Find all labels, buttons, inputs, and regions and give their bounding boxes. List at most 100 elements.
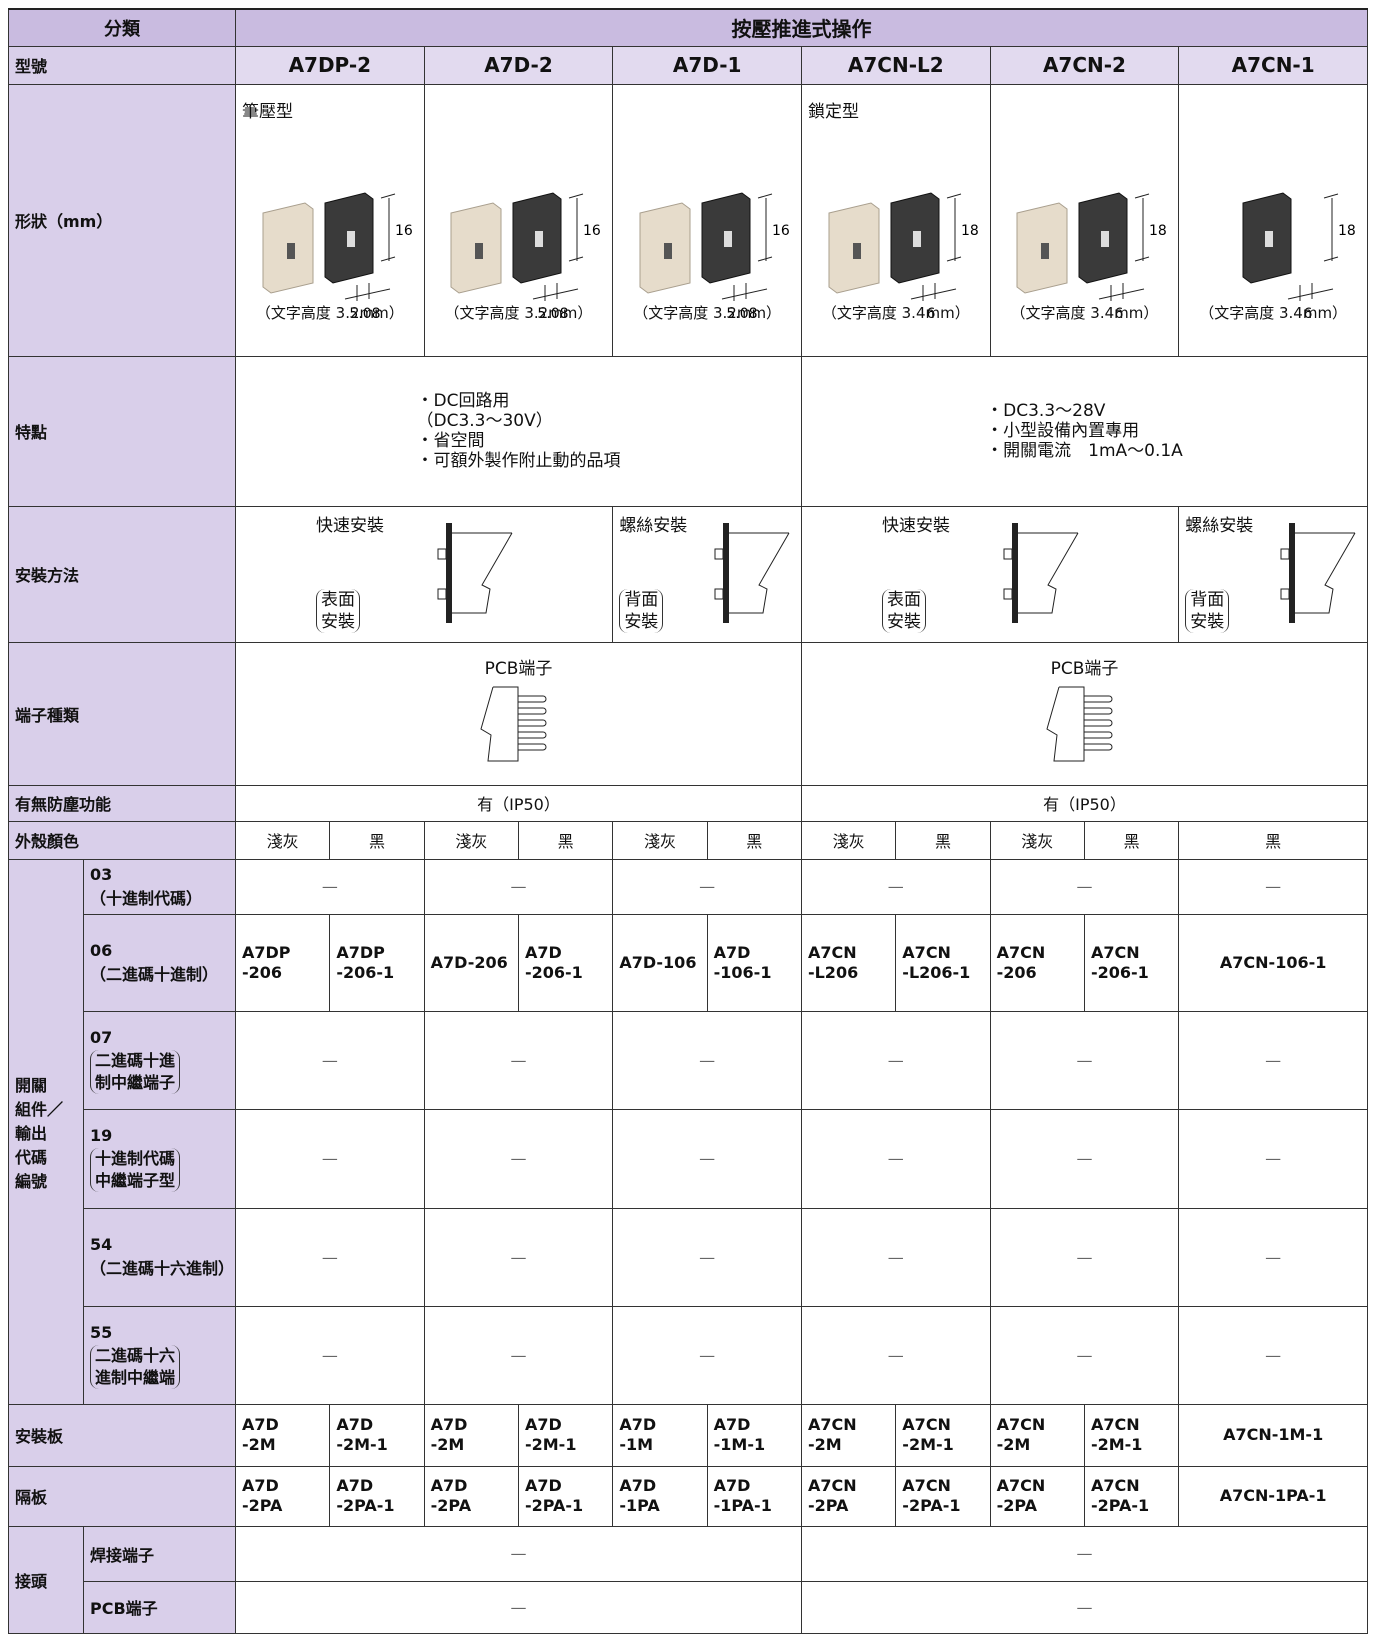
switch-code-value: — (1178, 1108, 1368, 1209)
switch-code-value: — (800, 1305, 991, 1405)
table-row: 06 （二進碼十進制） A7DP -206 A7DP -206-1 A7D-206 A7D… (9, 913, 1368, 1012)
switch-code-value: A7D -206-1 (517, 913, 614, 1012)
mounting-side: 背面 安裝 (1185, 589, 1230, 633)
dustproof-label: 有無防塵功能 (8, 784, 236, 822)
switch-code-value: — (1178, 858, 1368, 915)
shape-box: 16 5.08 （文字高度 3.2mm） (431, 85, 607, 355)
part-number: A7D -2PA-1 (329, 1465, 425, 1527)
model-label: 型號 (8, 45, 236, 85)
terminal-cell: PCB端子 (235, 641, 802, 786)
dimension-width: 5.08 (727, 306, 758, 322)
switch-code-value: — (800, 1108, 991, 1209)
dimension-tick (569, 256, 584, 261)
switch-code-value: — (989, 1108, 1180, 1209)
features-label: 特點 (8, 355, 236, 507)
terminal-pin (1084, 731, 1113, 738)
terminal-type: PCB端子 (484, 658, 553, 679)
color-label: 外殼顏色 (8, 820, 236, 860)
dimension-height: 18 (1149, 223, 1167, 239)
part-number: A7CN -2PA-1 (895, 1465, 991, 1527)
switch-code-value: — (235, 1010, 425, 1110)
feature-line: ・DC3.3～28V (986, 401, 1106, 421)
mounting-cell: 螺絲安裝 背面 安裝 (1178, 505, 1368, 643)
color-value: 淺灰 (423, 820, 519, 860)
shape-cell: 鎖定型 18 6 （文字高度 3.4mm） (800, 83, 991, 357)
switch-code-value: — (423, 1010, 614, 1110)
connector-value: — (235, 1525, 802, 1582)
switch-code-value: — (612, 858, 802, 915)
switch-code-value: A7CN -206 (989, 913, 1085, 1012)
mounting-method: 快速安裝 (316, 516, 384, 536)
dimension-height: 16 (583, 223, 601, 239)
switch-code-value: — (989, 858, 1180, 915)
switch-illustration: 18 6 (828, 191, 979, 322)
model-name: A7CN-2 (989, 45, 1180, 85)
model-name: A7CN-1 (1178, 45, 1368, 85)
table-row: 端子種類 PCB端子 PCB端子 (8, 641, 1369, 786)
shape-cell: 18 6 （文字高度 3.4mm） (1178, 83, 1368, 357)
connector-label: 接頭 (8, 1525, 84, 1634)
dimension-height: 16 (772, 223, 790, 239)
mounting-label: 安裝方法 (8, 505, 236, 643)
part-number: A7D -1PA-1 (706, 1465, 802, 1527)
switch-code-value: — (612, 1108, 802, 1209)
dimension-tick (380, 256, 395, 261)
switch-window (724, 230, 733, 247)
table-row: 特點 ・DC回路用 （DC3.3～30V） ・省空間 ・可額外製作附止動的品項 ・DC3.… (8, 355, 1369, 507)
part-number: A7D -1PA (612, 1465, 708, 1527)
dimension-width: 6 (1304, 306, 1313, 322)
switch-window (535, 230, 544, 247)
switch-window (286, 242, 295, 259)
partition-row-label: 隔板 (8, 1465, 236, 1527)
switch-illustration: 165.08 (450, 191, 601, 322)
dimension-width: 5.08 (538, 306, 569, 322)
mounting-side: 表面 安裝 (316, 589, 360, 633)
color-value: 淺灰 (234, 820, 331, 860)
dimension-line (910, 288, 956, 299)
shape-note: （文字高度 3.2mm） (255, 303, 404, 322)
dimension-tick (380, 193, 395, 198)
dimension-tick (1135, 256, 1150, 261)
switch-illustration: 18 6 (1016, 191, 1167, 322)
terminal-pin (518, 707, 547, 714)
code-desc: 十進制代碼 中繼端子型 (90, 1148, 181, 1192)
color-value: 黑 (1178, 820, 1368, 860)
table-row: 隔板 A7D -2PA A7D -2PA-1 A7D -2PA A7D -2PA-1 A7… (8, 1465, 1368, 1527)
dimension-tick (758, 193, 773, 198)
switch-window (475, 242, 484, 259)
table-row: 安裝板 A7D -2M A7D -2M-1 A7D -2M A7D -2M-1 A7D -… (8, 1403, 1368, 1467)
mounting-side-text: 背面 安裝 (1185, 589, 1230, 633)
panel (723, 523, 730, 623)
color-value: 黑 (329, 820, 425, 860)
mounting-box: 螺絲安裝 背面 安裝 (1180, 507, 1367, 641)
code-desc: 二進碼十進 制中繼端子 (90, 1049, 181, 1094)
table-row: 型號 A7DP-2 A7D-2 A7D-1 A7CN-L2 A7CN-2 A7CN-1 (8, 45, 1368, 85)
feature-line: ・小型設備內置專用 (986, 421, 1140, 441)
dimension-tick (1324, 193, 1339, 198)
code-number: 06 (90, 940, 113, 960)
part-number: A7CN -2M (800, 1403, 897, 1467)
terminal-pin (518, 731, 547, 738)
part-number: A7D -2M-1 (517, 1403, 614, 1467)
part-number: A7CN -2PA (989, 1465, 1085, 1527)
color-value: 黑 (1083, 820, 1180, 860)
table-row: 分類 按壓推進式操作 (8, 8, 1368, 47)
mounting-box: 快速安裝 表面 安裝 (237, 507, 612, 641)
switch-code-value: — (423, 1305, 614, 1405)
code-number: 54 (90, 1235, 113, 1254)
clip (1003, 548, 1013, 560)
dimension-line (533, 288, 579, 299)
switch-code-value: A7D-106 (612, 913, 708, 1012)
code-desc: （二進碼十六進制） (90, 1259, 235, 1278)
dimension-tick (1135, 193, 1150, 198)
color-value: 淺灰 (612, 820, 708, 860)
terminal-pin (518, 719, 547, 726)
part-number: A7D -2PA (423, 1465, 519, 1527)
switch-code-value: — (989, 1305, 1180, 1405)
switch-illustration: 18 6 (1242, 191, 1356, 322)
category-label: 分類 (8, 8, 236, 47)
switch-code-value: — (235, 1207, 425, 1307)
code-number: 03 (90, 864, 113, 884)
switch-code-value: A7CN-106-1 (1178, 913, 1368, 1012)
mounting-cell: 快速安裝 表面 安裝 (234, 505, 614, 643)
